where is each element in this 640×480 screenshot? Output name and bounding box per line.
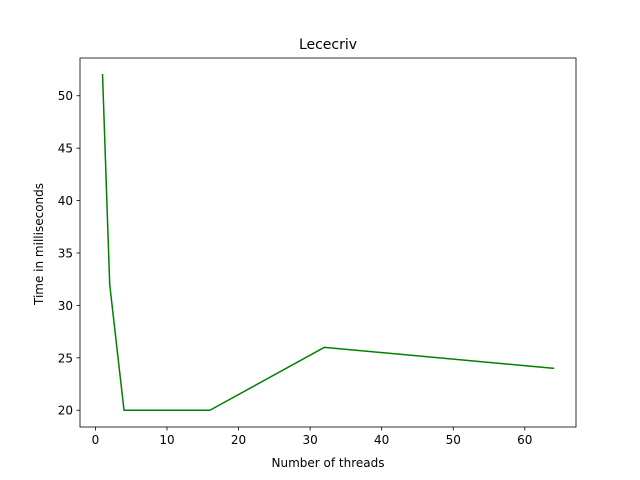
series-line-0 — [101, 73, 555, 411]
x-tick-label: 20 — [231, 433, 246, 447]
y-tick-label: 30 — [58, 299, 73, 313]
y-tick-label: 35 — [58, 246, 73, 260]
x-axis-label: Number of threads — [272, 456, 385, 470]
x-tick-label: 0 — [92, 433, 100, 447]
y-tick-label: 20 — [58, 404, 73, 418]
x-tick-label: 10 — [159, 433, 174, 447]
x-tick-label: 50 — [446, 433, 461, 447]
y-tick-label: 40 — [58, 194, 73, 208]
x-tick-label: 30 — [302, 433, 317, 447]
plot-area: 0 10 20 30 40 50 60 20 25 30 35 40 45 50 — [58, 57, 577, 447]
y-axis-label: Time in milliseconds — [32, 183, 46, 306]
y-tick-label: 45 — [58, 142, 73, 156]
x-tick-label: 60 — [517, 433, 532, 447]
x-tick-label: 40 — [374, 433, 389, 447]
chart-title: Lececriv — [299, 37, 357, 53]
axes-frame — [79, 57, 577, 428]
y-tick-label: 50 — [58, 89, 73, 103]
y-tick-label: 25 — [58, 351, 73, 365]
